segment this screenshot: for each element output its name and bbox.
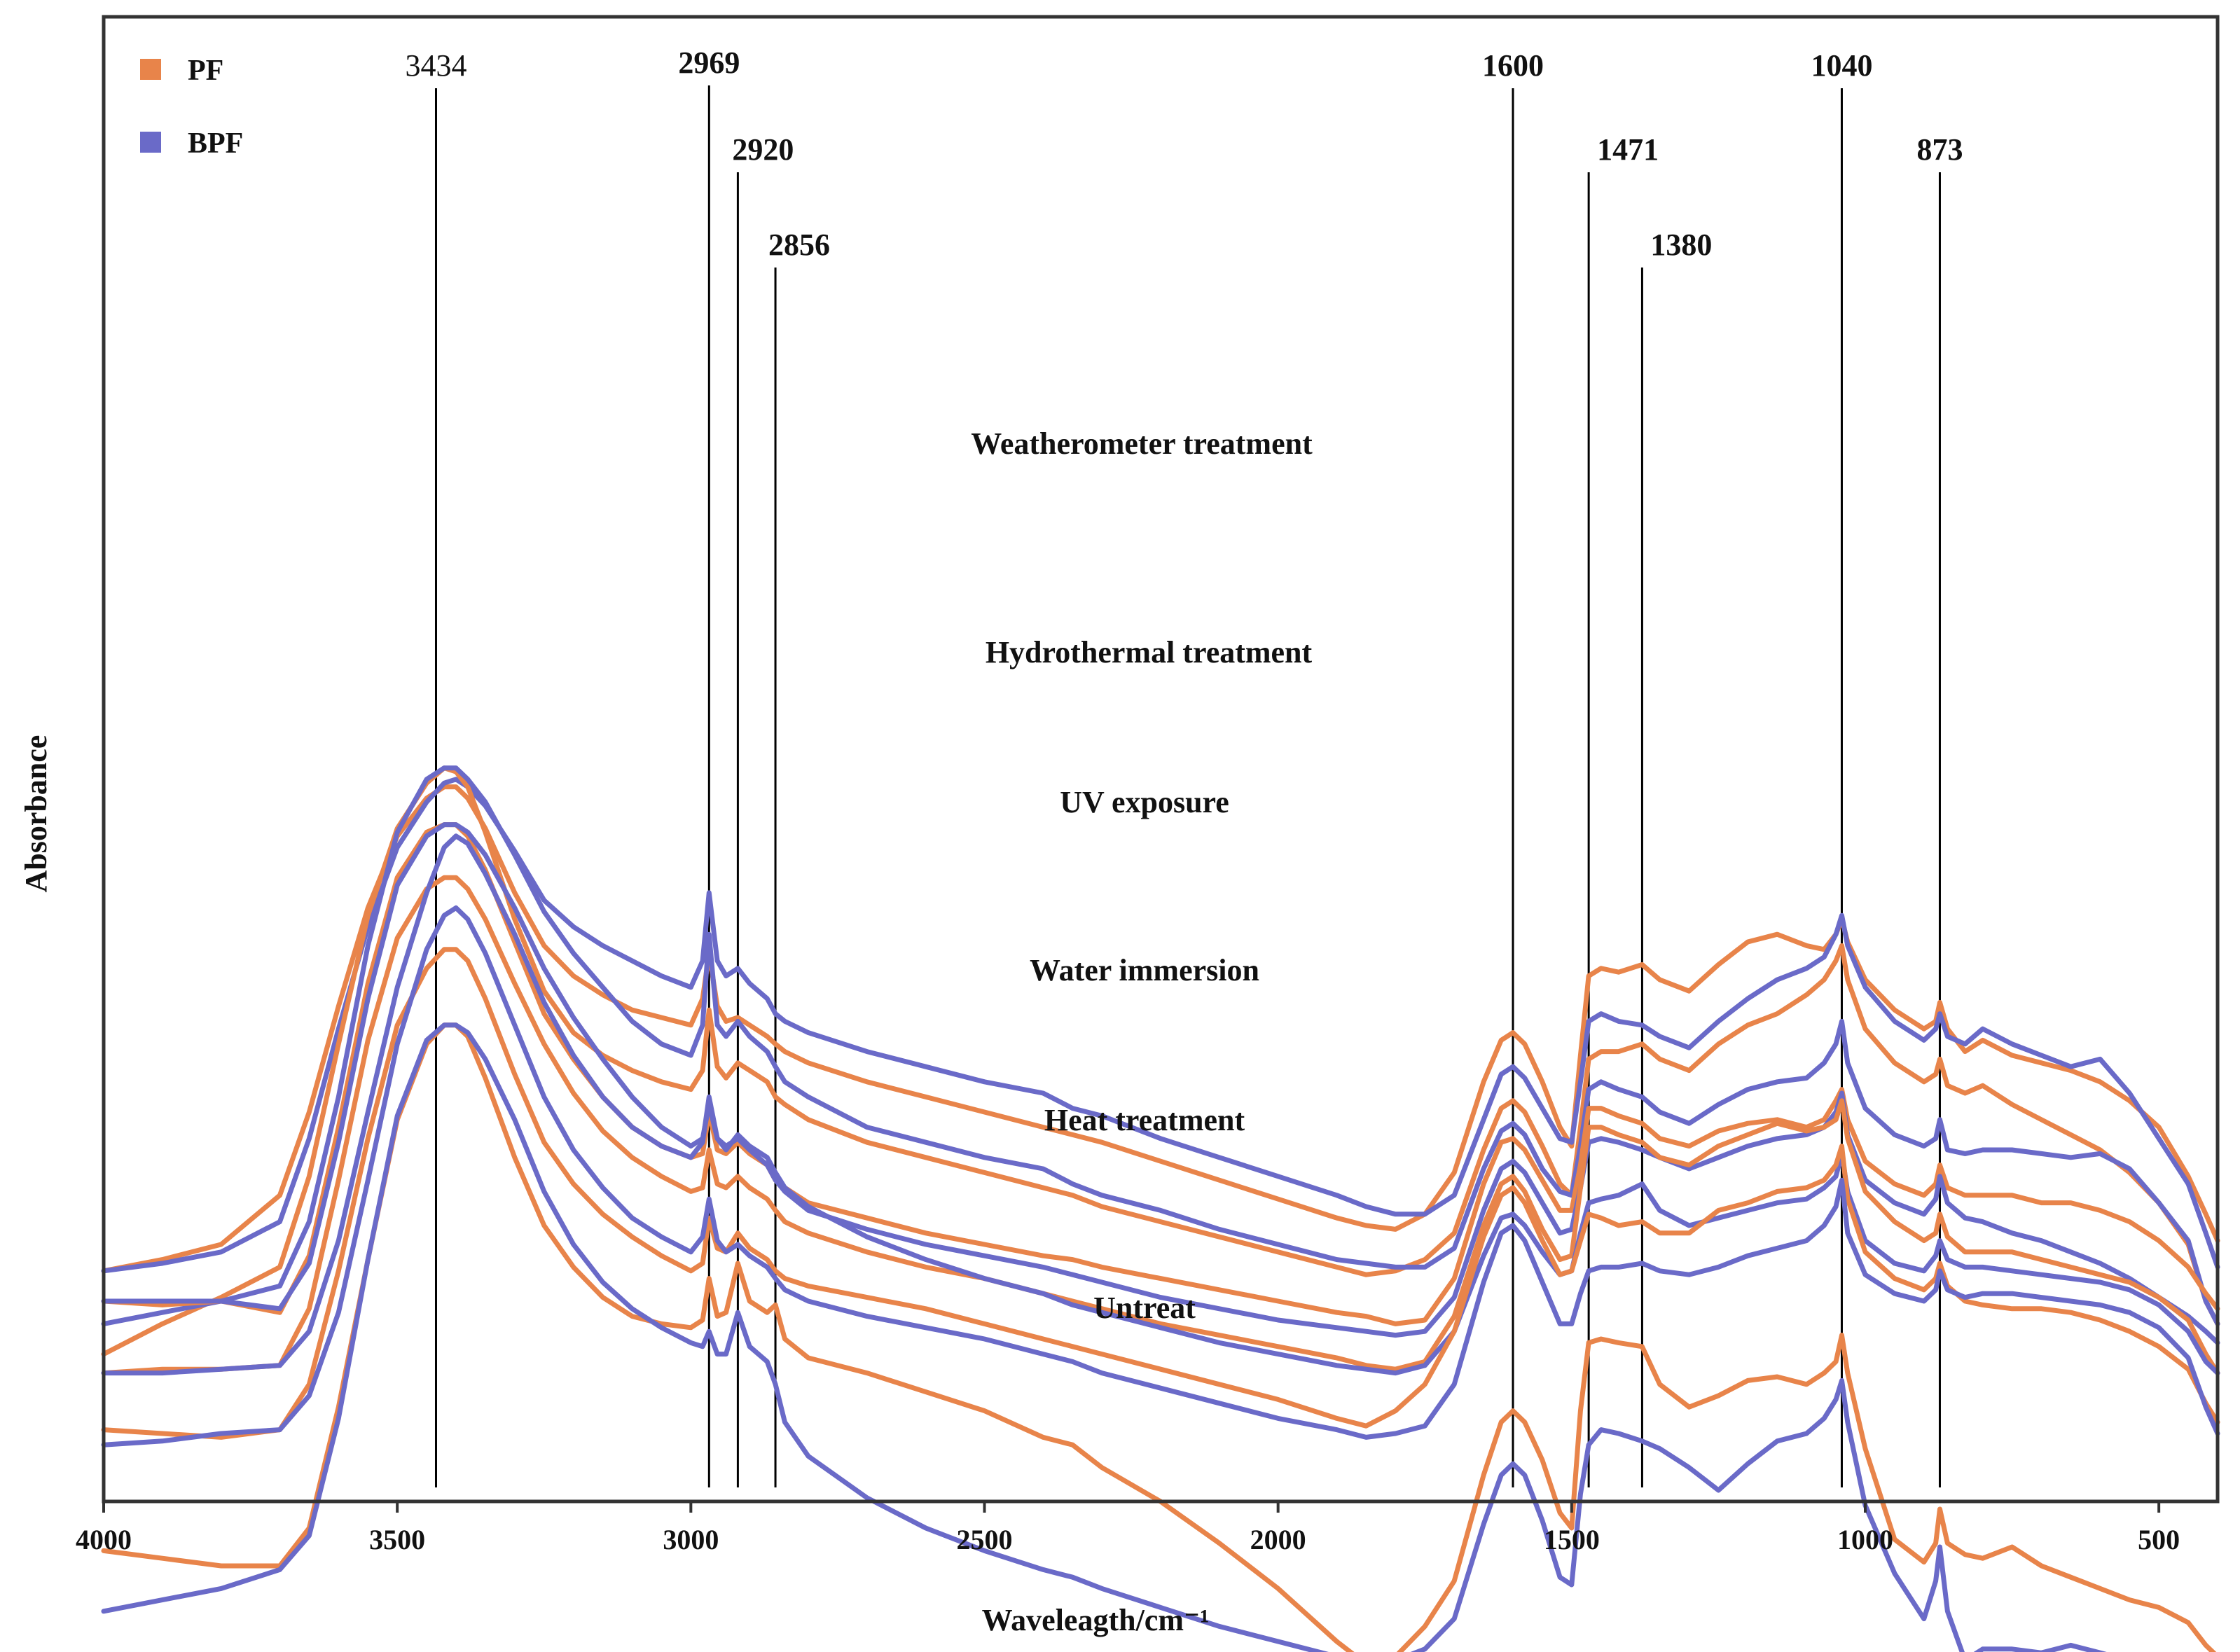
peak-label-2969: 2969 [678, 46, 740, 80]
annotation-water-immersion: Water immersion [1030, 953, 1259, 987]
annotation-hydrothermal: Hydrothermal treatment [986, 635, 1313, 669]
x-tick-label-500: 500 [2138, 1524, 2180, 1555]
series-line-hydrothermal-treatmentbpf [101, 765, 2220, 1326]
x-axis-title: Waveleagth/cm⁻¹ [982, 1603, 1210, 1637]
plot-frame [102, 15, 2220, 1504]
peak-label-873: 873 [1916, 132, 1963, 167]
peak-label-1471: 1471 [1597, 132, 1659, 167]
peak-marker-labels: 3434 2969 2920 2856 1600 1471 1380 1040 873 [405, 46, 1963, 262]
x-tick-label-2000: 2000 [1250, 1524, 1306, 1555]
x-tick-label-3500: 3500 [369, 1524, 425, 1555]
series-line-weatherometer-treatmentpf [101, 784, 2220, 1274]
x-axis: 4000 3500 3000 2500 2000 1500 1000 500 [76, 1501, 2180, 1555]
peak-label-2920: 2920 [732, 132, 794, 167]
series-line-untreatpf [101, 1022, 2217, 1652]
legend-label-bpf: BPF [188, 127, 243, 160]
series-line-uv-exposurebpf [101, 822, 2220, 1345]
annotation-uv-exposure: UV exposure [1060, 785, 1229, 819]
x-tick-label-1500: 1500 [1544, 1524, 1600, 1555]
peak-label-3434: 3434 [405, 48, 466, 83]
series-line-water-immersionpf [101, 875, 2220, 1376]
legend-swatch-pf [140, 59, 161, 80]
annotation-weatherometer: Weatherometer treatment [971, 426, 1313, 461]
series-line-weatherometer-treatmentbpf [101, 777, 2220, 1274]
annotation-heat-treatment: Heat treatment [1044, 1103, 1245, 1137]
series-line-heat-treatmentbpf [101, 905, 2220, 1448]
peak-marker-lines [434, 85, 1941, 1487]
series-line-untreatbpf [101, 1022, 2107, 1652]
series-layer [101, 765, 2220, 1652]
legend: PF BPF [140, 55, 243, 160]
series-line-water-immersionbpf [101, 833, 2220, 1376]
legend-label-pf: PF [188, 55, 223, 87]
peak-label-1040: 1040 [1811, 48, 1872, 83]
series-line-heat-treatmentpf [101, 947, 2220, 1440]
peak-label-2856: 2856 [768, 228, 830, 262]
x-tick-label-2500: 2500 [957, 1524, 1013, 1555]
peak-label-1600: 1600 [1482, 48, 1544, 83]
legend-swatch-bpf [140, 132, 161, 153]
series-line-hydrothermal-treatmentpf [101, 765, 2220, 1357]
x-tick-label-1000: 1000 [1837, 1524, 1893, 1555]
series-line-uv-exposurepf [101, 822, 2220, 1326]
annotation-untreat: Untreat [1093, 1291, 1196, 1325]
x-tick-label-3000: 3000 [663, 1524, 719, 1555]
x-tick-label-4000: 4000 [76, 1524, 132, 1555]
y-axis-title: Absorbance [19, 735, 53, 893]
peak-label-1380: 1380 [1650, 228, 1712, 262]
